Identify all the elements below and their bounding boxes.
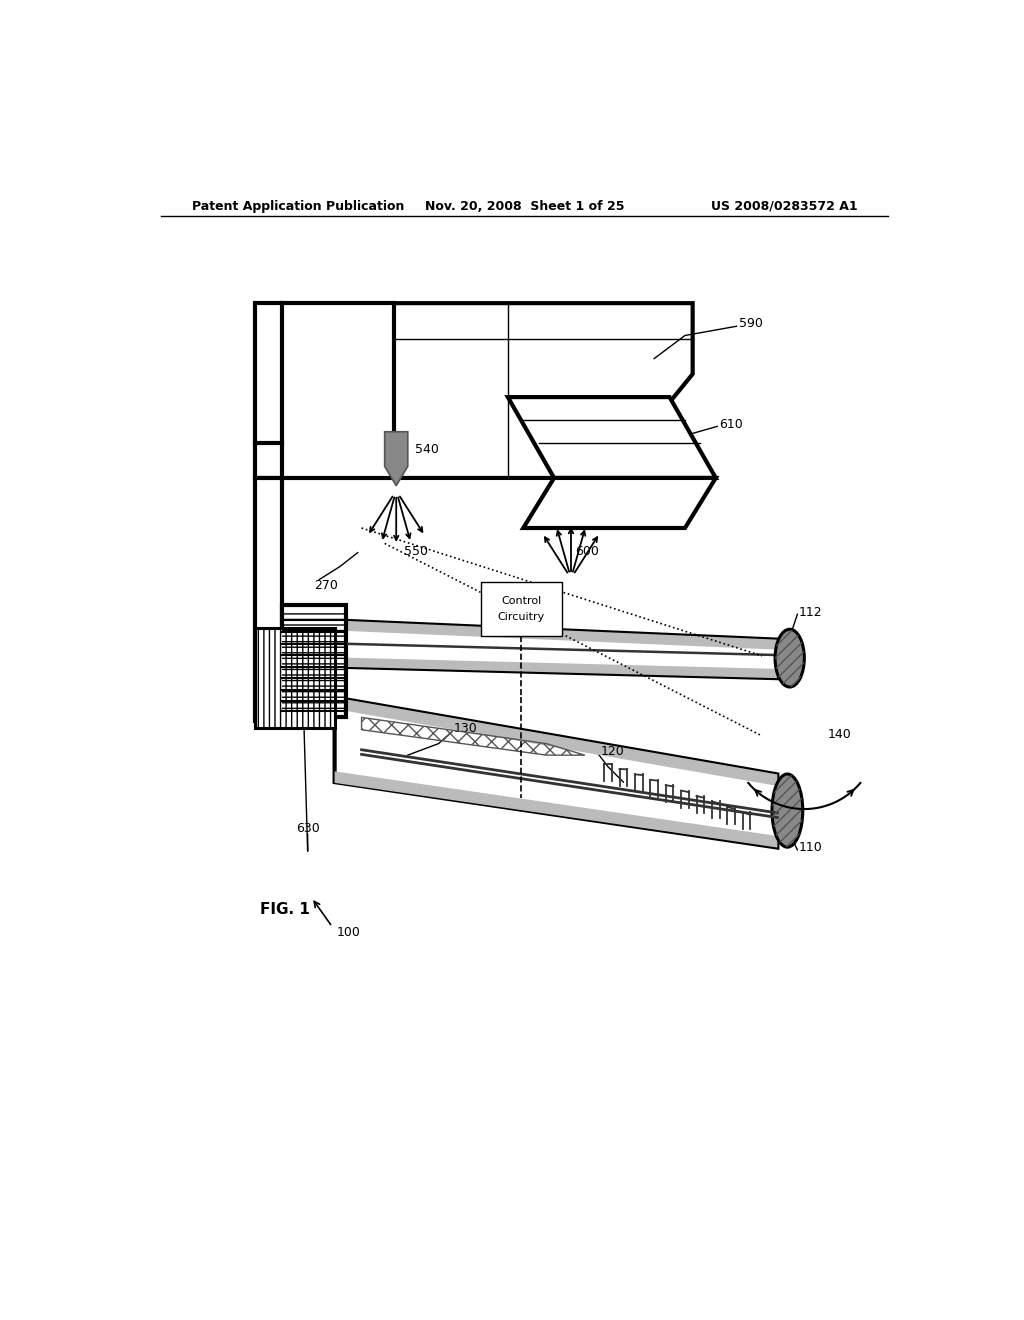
Bar xyxy=(481,582,562,636)
Text: 610: 610 xyxy=(720,417,743,430)
Text: 590: 590 xyxy=(739,317,763,330)
Text: 110: 110 xyxy=(799,841,822,854)
Polygon shape xyxy=(335,620,777,649)
Text: Nov. 20, 2008  Sheet 1 of 25: Nov. 20, 2008 Sheet 1 of 25 xyxy=(425,199,625,213)
Bar xyxy=(255,478,283,721)
Polygon shape xyxy=(335,697,777,847)
Text: 630: 630 xyxy=(296,822,319,834)
FancyBboxPatch shape xyxy=(255,304,394,478)
Text: 112: 112 xyxy=(799,606,822,619)
Polygon shape xyxy=(394,304,692,478)
Text: 540: 540 xyxy=(416,444,439,455)
Text: 120: 120 xyxy=(600,744,624,758)
Polygon shape xyxy=(283,605,346,717)
Polygon shape xyxy=(508,397,716,478)
Text: 140: 140 xyxy=(827,727,851,741)
Text: US 2008/0283572 A1: US 2008/0283572 A1 xyxy=(711,199,857,213)
Text: 550: 550 xyxy=(403,545,428,557)
Polygon shape xyxy=(335,620,777,678)
Text: Patent Application Publication: Patent Application Publication xyxy=(193,199,404,213)
Text: Control: Control xyxy=(501,597,542,606)
Bar xyxy=(255,628,335,729)
Ellipse shape xyxy=(772,774,803,847)
Polygon shape xyxy=(523,478,716,528)
Text: FIG. 1: FIG. 1 xyxy=(260,902,310,916)
Ellipse shape xyxy=(775,630,804,686)
Text: Circuitry: Circuitry xyxy=(498,611,545,622)
Polygon shape xyxy=(335,697,777,785)
Polygon shape xyxy=(335,657,777,678)
Text: 130: 130 xyxy=(454,722,478,735)
Text: 600: 600 xyxy=(575,545,599,557)
Text: 100: 100 xyxy=(337,925,360,939)
Text: 270: 270 xyxy=(313,579,338,593)
Bar xyxy=(283,612,346,713)
Polygon shape xyxy=(385,432,408,486)
Polygon shape xyxy=(335,771,777,847)
